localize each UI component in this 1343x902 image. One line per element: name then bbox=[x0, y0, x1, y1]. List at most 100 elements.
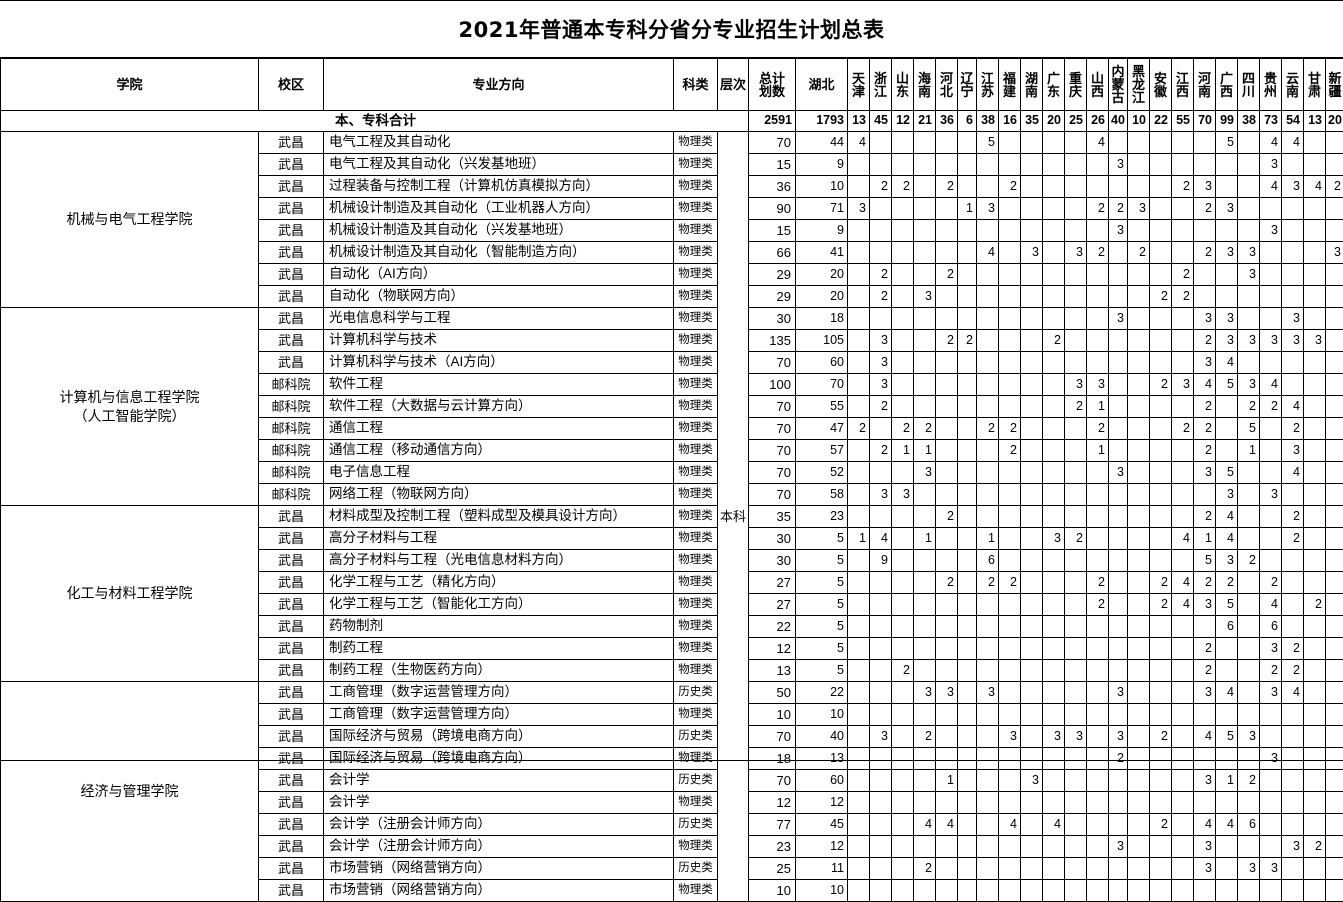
province-value-16: 2 bbox=[1172, 286, 1194, 308]
province-value-19: 3 bbox=[1238, 264, 1260, 286]
province-value-22 bbox=[1304, 396, 1326, 418]
header-province-char: 贵 bbox=[1260, 72, 1281, 85]
province-value-11: 3 bbox=[1065, 242, 1087, 264]
province-value-6 bbox=[958, 572, 977, 594]
province-value-15 bbox=[1150, 242, 1172, 264]
row-total-cell: 29 bbox=[749, 286, 796, 308]
province-value-3 bbox=[892, 550, 914, 572]
province-value-4 bbox=[914, 836, 936, 858]
province-value-16 bbox=[1172, 704, 1194, 726]
province-value-13 bbox=[1109, 396, 1128, 418]
province-value-12 bbox=[1087, 660, 1109, 682]
province-value-7: 1 bbox=[977, 528, 999, 550]
province-value-9 bbox=[1021, 154, 1043, 176]
province-value-7 bbox=[977, 374, 999, 396]
header-province-char: 建 bbox=[999, 85, 1020, 98]
province-value-8 bbox=[999, 528, 1021, 550]
province-value-7 bbox=[977, 814, 999, 836]
province-value-12 bbox=[1087, 836, 1109, 858]
kelei-cell: 物理类 bbox=[674, 836, 718, 858]
province-value-22 bbox=[1304, 528, 1326, 550]
header-province-char: 肃 bbox=[1304, 85, 1325, 98]
province-value-10 bbox=[1043, 220, 1065, 242]
enrollment-plan-table: 学院 校区 专业方向 科类 层次 总计划数 湖北天津浙江山东海南河北辽宁江苏福建… bbox=[0, 58, 1343, 902]
province-value-15 bbox=[1150, 440, 1172, 462]
campus-cell: 武昌 bbox=[259, 704, 324, 726]
campus-cell: 武昌 bbox=[259, 506, 324, 528]
header-province-char: 东 bbox=[892, 85, 913, 98]
province-value-5 bbox=[936, 154, 958, 176]
province-value-16 bbox=[1172, 242, 1194, 264]
province-value-13 bbox=[1109, 242, 1128, 264]
province-value-23 bbox=[1326, 748, 1343, 770]
province-value-20 bbox=[1260, 506, 1282, 528]
province-value-6: 2 bbox=[958, 330, 977, 352]
province-value-12: 2 bbox=[1087, 572, 1109, 594]
kelei-cell: 物理类 bbox=[674, 330, 718, 352]
province-value-10: 4 bbox=[1043, 814, 1065, 836]
province-value-23 bbox=[1326, 550, 1343, 572]
province-value-9 bbox=[1021, 506, 1043, 528]
province-value-16 bbox=[1172, 638, 1194, 660]
province-value-13 bbox=[1109, 132, 1128, 154]
province-value-2 bbox=[870, 154, 892, 176]
province-value-15 bbox=[1150, 132, 1172, 154]
campus-cell: 武昌 bbox=[259, 264, 324, 286]
province-value-6 bbox=[958, 506, 977, 528]
province-value-11 bbox=[1065, 440, 1087, 462]
province-value-19 bbox=[1238, 198, 1260, 220]
major-cell: 通信工程 bbox=[324, 418, 674, 440]
campus-cell: 武昌 bbox=[259, 638, 324, 660]
row-total-cell: 15 bbox=[749, 220, 796, 242]
province-value-1 bbox=[848, 660, 870, 682]
header-province-char: 山 bbox=[892, 72, 913, 85]
province-value-8 bbox=[999, 836, 1021, 858]
province-value-9: 3 bbox=[1021, 770, 1043, 792]
province-value-12 bbox=[1087, 880, 1109, 902]
header-province-23: 新疆 bbox=[1326, 59, 1343, 111]
province-value-19 bbox=[1238, 792, 1260, 814]
header-province-2: 浙江 bbox=[870, 59, 892, 111]
province-value-11: 3 bbox=[1065, 374, 1087, 396]
header-province-char: 福 bbox=[999, 72, 1020, 85]
kelei-cell: 物理类 bbox=[674, 550, 718, 572]
province-value-15: 2 bbox=[1150, 814, 1172, 836]
campus-cell: 武昌 bbox=[259, 330, 324, 352]
province-value-19 bbox=[1238, 132, 1260, 154]
province-value-2 bbox=[870, 462, 892, 484]
province-value-5 bbox=[936, 748, 958, 770]
row-total-cell: 70 bbox=[749, 418, 796, 440]
province-value-21 bbox=[1282, 880, 1304, 902]
province-value-14 bbox=[1128, 264, 1150, 286]
province-value-2: 2 bbox=[870, 440, 892, 462]
province-value-23 bbox=[1326, 264, 1343, 286]
province-value-11 bbox=[1065, 880, 1087, 902]
province-value-5 bbox=[936, 308, 958, 330]
province-value-11 bbox=[1065, 792, 1087, 814]
kelei-cell: 物理类 bbox=[674, 638, 718, 660]
province-value-13: 3 bbox=[1109, 836, 1128, 858]
province-value-5 bbox=[936, 660, 958, 682]
province-value-1 bbox=[848, 550, 870, 572]
province-value-16 bbox=[1172, 308, 1194, 330]
province-value-17: 3 bbox=[1194, 836, 1216, 858]
row-total-cell: 27 bbox=[749, 594, 796, 616]
province-value-7 bbox=[977, 176, 999, 198]
header-province-char: 古 bbox=[1109, 91, 1127, 104]
province-value-3: 3 bbox=[892, 484, 914, 506]
province-value-23 bbox=[1326, 154, 1343, 176]
province-value-7 bbox=[977, 792, 999, 814]
province-value-5 bbox=[936, 704, 958, 726]
province-value-23: 3 bbox=[1326, 242, 1343, 264]
province-value-15 bbox=[1150, 528, 1172, 550]
province-value-15 bbox=[1150, 308, 1172, 330]
kelei-cell: 物理类 bbox=[674, 286, 718, 308]
header-province-char: 南 bbox=[1194, 85, 1215, 98]
province-value-10 bbox=[1043, 242, 1065, 264]
province-value-3 bbox=[892, 286, 914, 308]
